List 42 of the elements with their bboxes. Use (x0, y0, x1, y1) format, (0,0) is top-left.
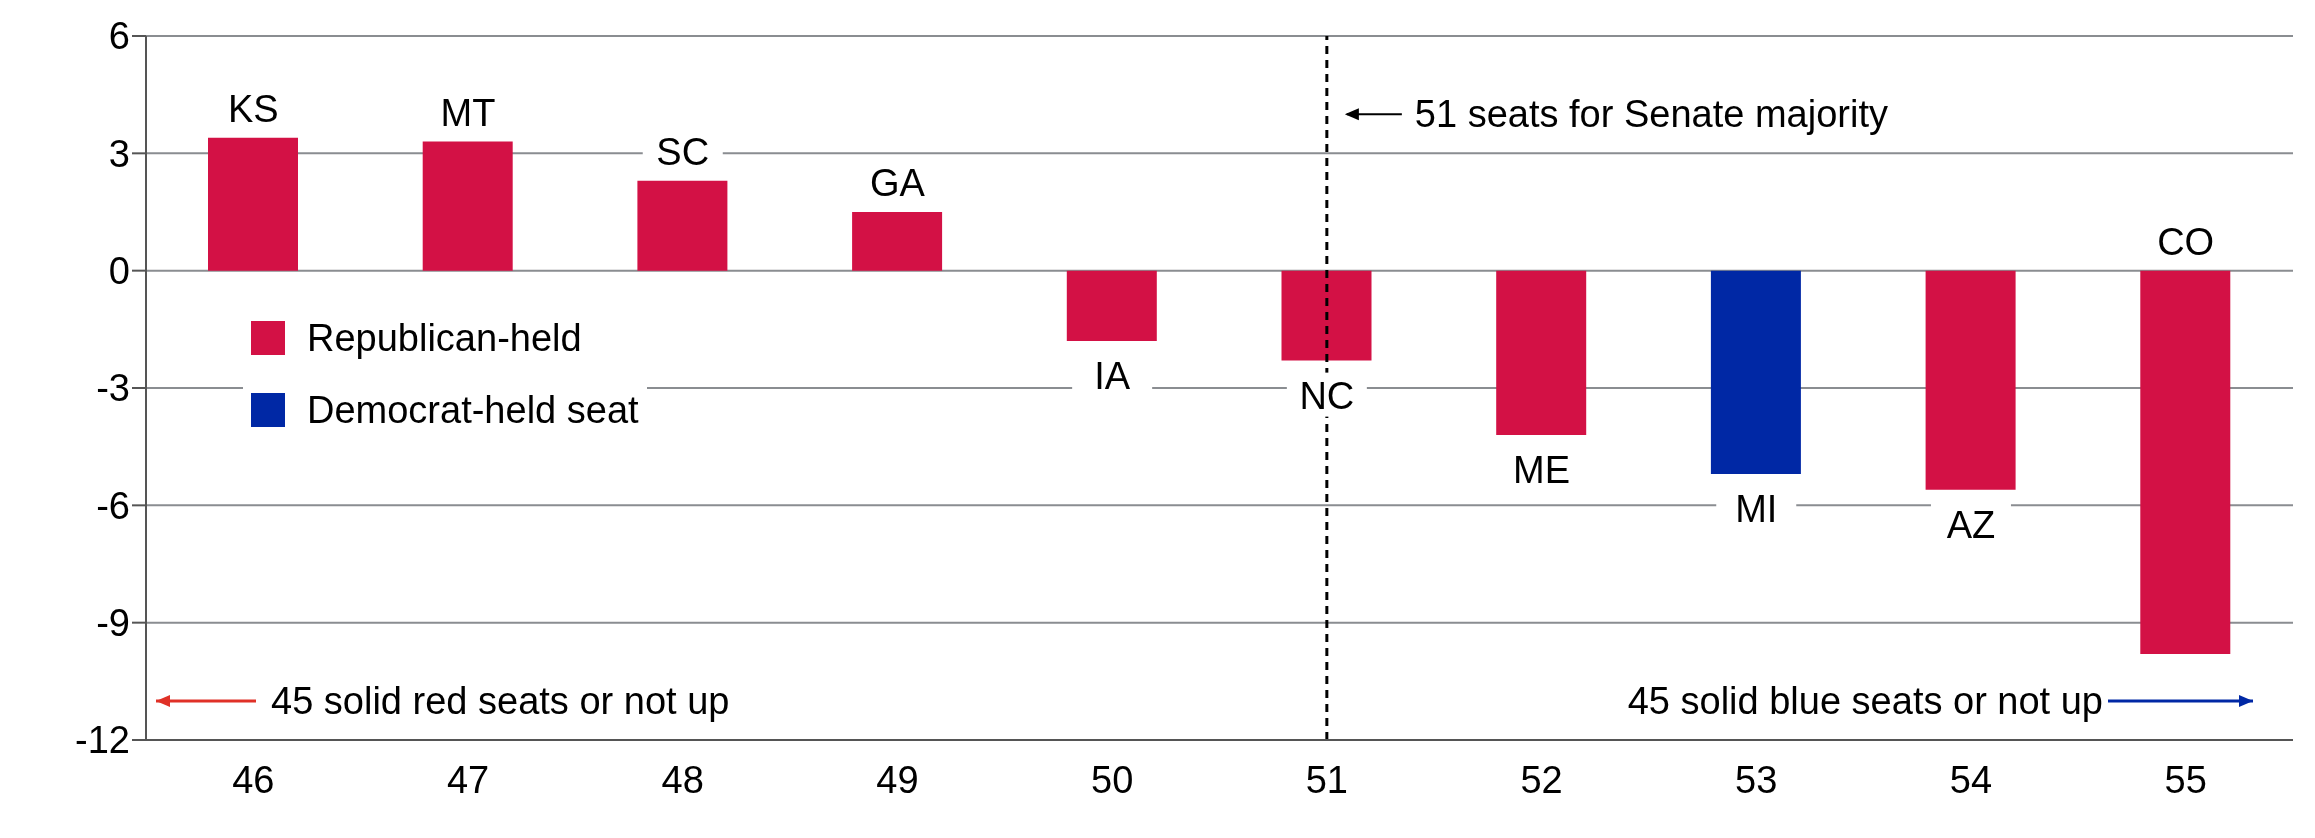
legend-label: Democrat-held seat (307, 388, 639, 432)
annotation: CO (2157, 220, 2215, 263)
x-tick-label: 50 (1091, 758, 1134, 801)
bar (1281, 270, 1372, 361)
annotation: SC (656, 130, 710, 173)
bar (1925, 270, 2016, 490)
y-tick-label: -3 (96, 367, 130, 410)
annotation: ME (1513, 448, 1571, 491)
legend-label: Republican-held (307, 316, 582, 360)
annotation: 45 solid red seats or not up (271, 679, 730, 722)
bar (422, 141, 513, 271)
annotation: AZ (1946, 503, 1996, 546)
x-tick-label: 49 (876, 758, 919, 801)
annotation: KS (228, 87, 279, 130)
annotation: MT (440, 91, 496, 134)
x-tick-label: 54 (1949, 758, 1993, 801)
bar (637, 180, 728, 271)
bar (2140, 270, 2231, 654)
annotation: 45 solid blue seats or not up (1627, 679, 2103, 722)
annotation: GA (870, 162, 926, 204)
annotation: NC (1299, 374, 1355, 417)
annotation: IA (1094, 355, 1131, 398)
y-tick-label: -12 (75, 719, 130, 762)
y-tick-label: 3 (108, 132, 130, 175)
y-tick-label: -9 (96, 602, 130, 645)
x-tick-label: 53 (1735, 758, 1778, 801)
y-tick-label: 0 (108, 250, 130, 293)
annotation: MI (1735, 488, 1778, 531)
x-tick-label: 51 (1305, 758, 1348, 801)
x-tick-label: 47 (446, 758, 490, 801)
x-tick-label: 48 (661, 758, 704, 801)
bar (1710, 270, 1801, 475)
x-tick-label: 46 (232, 758, 275, 801)
bar (1066, 270, 1157, 342)
y-tick-label: -6 (96, 484, 130, 527)
x-tick-label: 55 (2164, 758, 2207, 801)
bar (208, 137, 298, 271)
x-tick-label: 52 (1520, 758, 1563, 801)
y-tick-label: 6 (108, 15, 130, 58)
ref-line-label: 51 seats for Senate majority (1414, 93, 1888, 136)
bar (1496, 270, 1587, 435)
bar (852, 212, 943, 271)
